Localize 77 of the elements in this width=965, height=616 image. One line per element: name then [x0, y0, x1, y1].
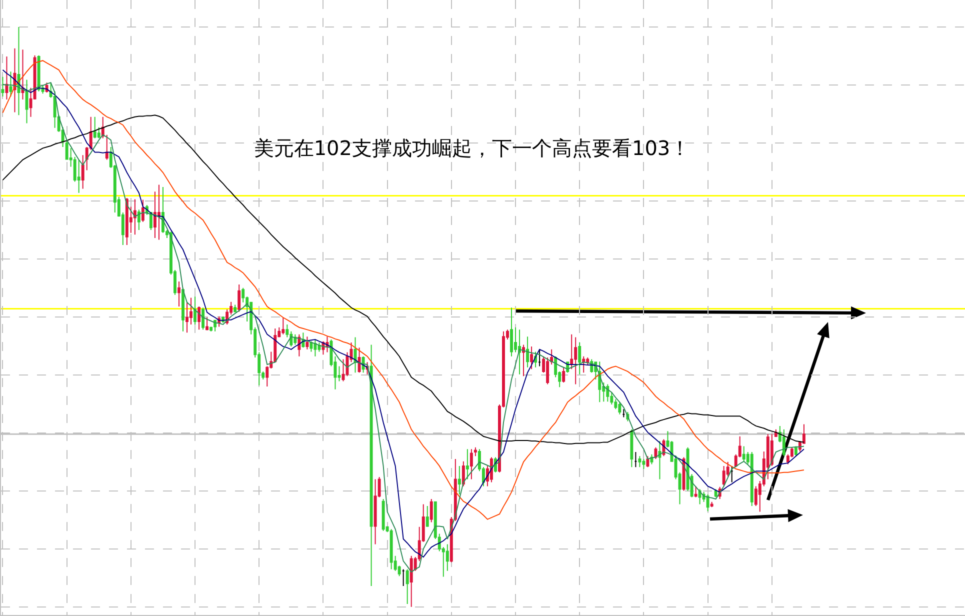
candlestick: [622, 408, 626, 418]
candlestick: [630, 428, 634, 468]
candlestick: [538, 348, 542, 367]
candlestick: [182, 287, 184, 332]
candlestick: [194, 296, 196, 325]
candlestick: [582, 356, 586, 374]
candlestick: [466, 448, 469, 480]
candlestick: [750, 452, 754, 506]
candlestick: [314, 339, 317, 357]
candlestick: [202, 307, 205, 330]
candlestick: [522, 344, 525, 377]
candlestick: [198, 306, 201, 330]
candlestick: [710, 501, 714, 508]
candlestick: [606, 384, 610, 402]
candlestick: [238, 284, 241, 312]
candlestick: [714, 488, 718, 498]
candlestick: [722, 465, 726, 487]
candlestick: [406, 568, 409, 604]
candlestick: [530, 346, 534, 370]
candlestick: [5, 56, 8, 100]
candlestick: [206, 317, 209, 330]
candlestick: [402, 568, 405, 586]
candlestick: [186, 301, 188, 334]
candlestick: [654, 446, 658, 460]
candlestick: [426, 505, 429, 528]
candlestick: [105, 134, 108, 160]
candlestick: [157, 184, 160, 240]
candlestick: [25, 79, 28, 124]
candlestick: [794, 446, 798, 457]
candlestick: [510, 307, 513, 357]
candlestick: [370, 344, 373, 586]
candlestick: [470, 448, 473, 480]
candlestick: [318, 342, 321, 352]
candlestick: [81, 154, 84, 190]
candlestick: [474, 446, 477, 457]
candlestick: [658, 440, 662, 480]
candlestick: [642, 458, 646, 470]
candlestick: [574, 336, 578, 385]
candlestick: [742, 446, 746, 462]
candlestick: [430, 498, 433, 523]
candlestick: [774, 428, 778, 438]
candlestick: [526, 336, 530, 368]
candlestick: [354, 336, 357, 374]
candlestick: [21, 49, 24, 100]
candlestick: [518, 329, 521, 375]
candlestick: [578, 342, 582, 375]
candlestick: [646, 456, 650, 468]
candlestick: [125, 198, 128, 246]
candlestick: [306, 336, 309, 350]
candlestick: [390, 528, 393, 570]
candlestick: [730, 465, 734, 483]
candlestick: [234, 304, 237, 313]
candlestick: [282, 317, 285, 335]
candlestick: [462, 460, 465, 487]
candlestick: [638, 456, 642, 468]
candlestick: [382, 498, 385, 532]
candlestick: [137, 209, 140, 230]
candlestick: [358, 347, 361, 374]
candlestick: [374, 478, 377, 545]
candlestick: [93, 116, 96, 139]
candlestick: [77, 159, 80, 194]
candlestick: [133, 198, 136, 236]
candlestick: [178, 281, 180, 307]
candlestick: [694, 486, 698, 498]
candlestick: [706, 494, 710, 512]
candlestick: [562, 366, 566, 383]
text: 美元在102支撑成功崛起，下一个高点要看103！: [254, 136, 690, 160]
candlestick: [410, 555, 413, 608]
candlestick: [141, 199, 144, 222]
candlestick: [682, 456, 686, 492]
candlestick: [618, 402, 622, 415]
candlestick: [458, 465, 461, 495]
candlestick: [634, 452, 638, 468]
candlestick: [782, 428, 786, 457]
candlestick: [17, 26, 20, 116]
candlestick: [1, 76, 4, 98]
candlestick: [9, 71, 12, 98]
